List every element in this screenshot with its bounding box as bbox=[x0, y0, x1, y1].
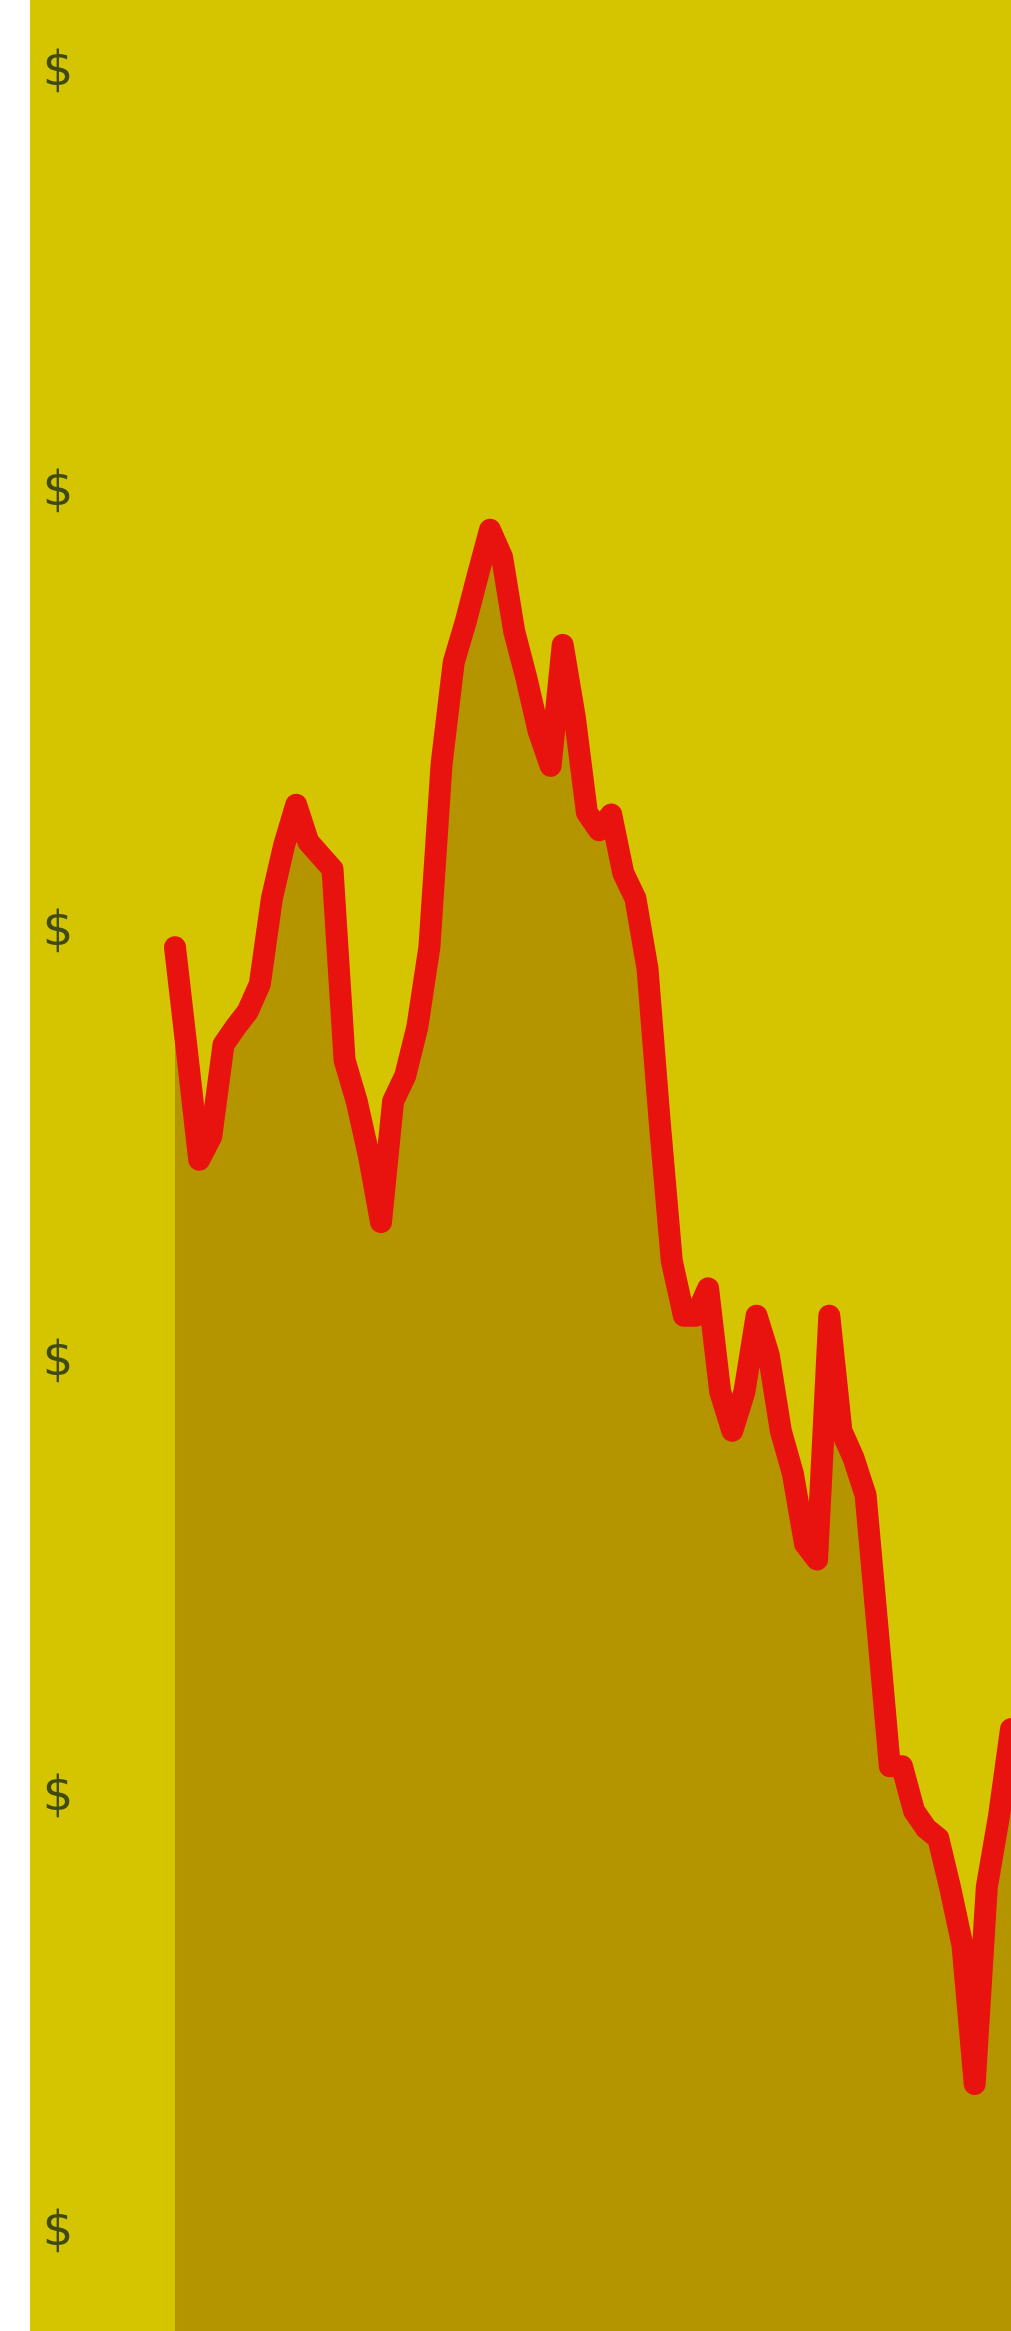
data-point bbox=[783, 1464, 802, 1483]
data-point bbox=[808, 1550, 827, 1569]
data-point bbox=[905, 1802, 924, 1820]
y-tick-label: $ bbox=[43, 1331, 74, 1387]
data-point bbox=[662, 1252, 681, 1271]
y-axis-ticks: $ $ $ $ $ $ bbox=[43, 41, 74, 2257]
data-point bbox=[444, 653, 463, 672]
data-point bbox=[650, 1111, 669, 1130]
data-point bbox=[735, 1382, 754, 1401]
data-point bbox=[626, 889, 645, 908]
data-point bbox=[287, 795, 306, 814]
data-point bbox=[166, 938, 184, 957]
y-tick-label: $ bbox=[43, 461, 74, 517]
data-point bbox=[347, 1092, 366, 1111]
data-point bbox=[420, 938, 439, 957]
data-point bbox=[638, 959, 657, 978]
data-point bbox=[687, 1306, 705, 1325]
data-point bbox=[432, 754, 451, 773]
data-point bbox=[529, 721, 548, 740]
data-point bbox=[408, 1018, 427, 1037]
data-point bbox=[929, 1829, 948, 1848]
data-point bbox=[711, 1382, 730, 1401]
data-point bbox=[541, 756, 560, 775]
data-point bbox=[796, 1534, 814, 1553]
data-point bbox=[190, 1150, 209, 1169]
data-point bbox=[517, 669, 536, 688]
data-point bbox=[590, 821, 609, 840]
data-point bbox=[917, 1819, 936, 1838]
data-point bbox=[565, 708, 584, 727]
y-tick-label: $ bbox=[43, 2201, 74, 2257]
data-point bbox=[396, 1066, 415, 1085]
data-point bbox=[275, 836, 293, 855]
data-point bbox=[311, 846, 330, 865]
data-point bbox=[456, 612, 475, 631]
data-point bbox=[893, 1757, 911, 1776]
data-point bbox=[262, 889, 281, 908]
data-point bbox=[941, 1880, 960, 1898]
data-point bbox=[747, 1306, 766, 1325]
y-tick-label: $ bbox=[43, 41, 74, 97]
data-point bbox=[965, 2075, 984, 2093]
y-tick-label: $ bbox=[43, 901, 74, 957]
data-point bbox=[856, 1486, 875, 1505]
data-point bbox=[723, 1421, 742, 1440]
data-point bbox=[299, 832, 318, 851]
data-point bbox=[868, 1620, 887, 1639]
data-point bbox=[505, 622, 524, 641]
data-point bbox=[977, 1878, 996, 1896]
data-point bbox=[614, 864, 633, 883]
data-point bbox=[553, 635, 572, 654]
data-point bbox=[1002, 1720, 1011, 1739]
data-point bbox=[178, 1043, 197, 1062]
series-area bbox=[175, 529, 1011, 2331]
left-margin-strip bbox=[0, 0, 30, 2331]
data-point bbox=[844, 1449, 863, 1467]
data-point bbox=[384, 1092, 403, 1111]
line-layer bbox=[164, 518, 1011, 2095]
data-point bbox=[602, 805, 621, 824]
data-point bbox=[468, 565, 487, 584]
data-point bbox=[577, 803, 596, 822]
data-point bbox=[238, 1002, 257, 1021]
y-tick-label: $ bbox=[43, 1766, 74, 1822]
data-point bbox=[323, 860, 342, 879]
data-point bbox=[335, 1051, 354, 1070]
data-point bbox=[202, 1127, 221, 1146]
data-point bbox=[989, 1807, 1008, 1826]
data-point bbox=[493, 548, 512, 567]
area-layer bbox=[175, 529, 1011, 2331]
data-point bbox=[226, 1018, 245, 1037]
data-point bbox=[359, 1146, 378, 1165]
data-point bbox=[820, 1306, 839, 1325]
data-point bbox=[372, 1213, 390, 1232]
data-point bbox=[771, 1421, 790, 1440]
data-point bbox=[953, 1936, 972, 1955]
data-point bbox=[250, 975, 269, 994]
data-point bbox=[759, 1345, 778, 1364]
data-point bbox=[481, 520, 499, 539]
series-line bbox=[164, 518, 1011, 2095]
data-point bbox=[699, 1279, 718, 1298]
data-point bbox=[214, 1035, 233, 1054]
data-point bbox=[832, 1421, 851, 1440]
